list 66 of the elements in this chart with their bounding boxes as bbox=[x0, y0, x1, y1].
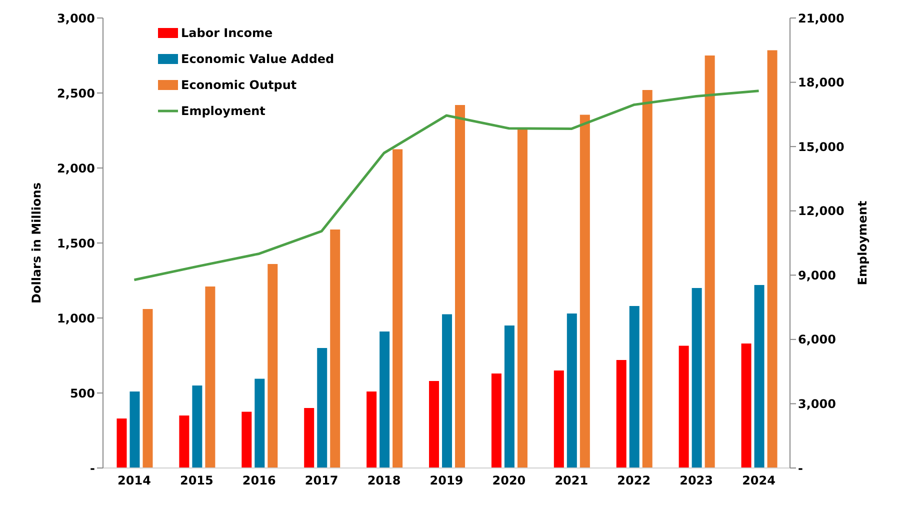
bar bbox=[429, 381, 440, 468]
x-tick-label: 2021 bbox=[554, 474, 588, 488]
y2-tick-label: 18,000 bbox=[798, 76, 844, 90]
bar bbox=[629, 306, 640, 468]
bar bbox=[116, 418, 127, 468]
bar bbox=[442, 314, 452, 468]
y2-tick-label: 6,000 bbox=[798, 332, 836, 347]
bar bbox=[504, 326, 514, 468]
y2-axis-title: Employment bbox=[855, 200, 870, 286]
bar bbox=[130, 392, 140, 468]
bar bbox=[692, 288, 702, 468]
x-tick-label: 2022 bbox=[617, 474, 651, 488]
bar bbox=[317, 348, 328, 468]
bar bbox=[566, 314, 577, 468]
bar bbox=[455, 105, 466, 468]
bar bbox=[642, 90, 652, 468]
bar bbox=[491, 374, 502, 468]
y2-tick-label: 15,000 bbox=[798, 140, 844, 154]
x-tick-label: 2016 bbox=[242, 474, 276, 488]
bar bbox=[366, 392, 377, 468]
y2-tick-label: 21,000 bbox=[798, 11, 844, 26]
legend-label: Economic Value Added bbox=[181, 51, 334, 68]
bar bbox=[767, 50, 778, 468]
x-tick-label: 2014 bbox=[118, 474, 151, 488]
x-tick-label: 2019 bbox=[430, 474, 464, 488]
bar bbox=[741, 344, 752, 468]
bar bbox=[704, 56, 715, 468]
y2-tick-label: 3,000 bbox=[798, 396, 836, 411]
bar bbox=[304, 408, 314, 468]
y-tick-label: - bbox=[90, 461, 96, 476]
bar bbox=[242, 412, 252, 468]
x-tick-label: 2024 bbox=[742, 474, 776, 488]
bar bbox=[380, 332, 390, 468]
y2-tick-label: 12,000 bbox=[798, 204, 844, 218]
bar bbox=[616, 360, 626, 468]
x-tick-label: 2023 bbox=[680, 474, 714, 488]
y-axis-title: Dollars in Millions bbox=[29, 182, 44, 304]
x-tick-label: 2017 bbox=[304, 474, 338, 488]
x-tick-label: 2015 bbox=[180, 474, 214, 488]
legend-label: Labor Income bbox=[181, 25, 273, 42]
bar bbox=[268, 264, 278, 468]
y-tick-label: 500 bbox=[70, 386, 95, 400]
line-series bbox=[132, 90, 760, 282]
x-tick-label: 2018 bbox=[367, 474, 401, 488]
y-tick-label: 1,000 bbox=[57, 311, 95, 326]
y-tick-label: 2,000 bbox=[57, 161, 95, 176]
bar bbox=[142, 309, 153, 468]
bar bbox=[392, 149, 403, 468]
y2-tick-label: - bbox=[798, 461, 803, 476]
bar bbox=[678, 346, 689, 468]
bar bbox=[179, 416, 190, 468]
bar bbox=[254, 378, 265, 468]
legend-label: Economic Output bbox=[181, 77, 297, 94]
y-tick-label: 1,500 bbox=[57, 236, 95, 250]
y-tick-label: 3,000 bbox=[57, 11, 95, 26]
bar bbox=[554, 370, 564, 468]
y-tick-label: 2,500 bbox=[57, 86, 95, 100]
legend-label: Employment bbox=[181, 103, 266, 120]
x-tick-label: 2020 bbox=[492, 474, 526, 488]
bar bbox=[580, 114, 590, 468]
y2-tick-label: 9,000 bbox=[798, 268, 836, 282]
bar bbox=[192, 386, 202, 468]
bar bbox=[754, 285, 764, 468]
bar bbox=[517, 128, 528, 468]
bar bbox=[205, 286, 216, 468]
bar bbox=[330, 230, 340, 468]
